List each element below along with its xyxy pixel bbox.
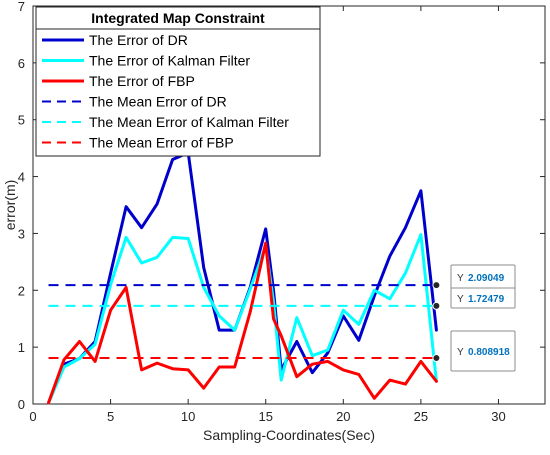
- y-tick-label: 4: [18, 170, 25, 185]
- x-tick-label: 5: [107, 409, 114, 424]
- legend-label: The Error of Kalman Filter: [89, 53, 250, 69]
- legend-label: The Mean Error of Kalman Filter: [89, 114, 289, 130]
- datatip-label: Y: [457, 294, 464, 305]
- datatip-label: Y: [457, 347, 464, 358]
- legend-entry[interactable]: The Mean Error of FBP: [42, 135, 234, 151]
- axes-box: [32, 5, 546, 405]
- legend-label: The Mean Error of DR: [89, 94, 227, 110]
- datatip-box: [450, 287, 516, 309]
- plot-series: [47, 151, 438, 405]
- series-line-1: [47, 233, 438, 405]
- x-tick-label: 25: [414, 409, 428, 424]
- datatip-value: 0.808918: [468, 347, 510, 358]
- legend-label: The Error of FBP: [89, 73, 195, 89]
- y-tick-label: 0: [18, 397, 25, 412]
- legend-entry[interactable]: The Mean Error of DR: [42, 94, 227, 110]
- legend-entry[interactable]: The Error of Kalman Filter: [42, 53, 250, 69]
- legend-title: Integrated Map Constraint: [91, 10, 265, 26]
- y-axis-label: error(m): [2, 180, 18, 231]
- y-tick-label: 6: [18, 56, 25, 71]
- y-tick-label: 2: [18, 283, 25, 298]
- legend[interactable]: Integrated Map Constraint The Error of DR…: [35, 6, 321, 157]
- legend-entry[interactable]: The Mean Error of Kalman Filter: [42, 114, 289, 130]
- y-tick-label: 7: [18, 0, 25, 14]
- datatip[interactable]: Y 0.808918: [432, 330, 516, 372]
- x-tick-label: 10: [181, 409, 195, 424]
- legend-entry[interactable]: The Error of FBP: [42, 73, 195, 89]
- legend-entry[interactable]: The Error of DR: [42, 32, 188, 48]
- datatip-value: 2.09049: [468, 273, 505, 284]
- y-tick-label: 5: [18, 113, 25, 128]
- datatip-box: [450, 330, 516, 372]
- datatip[interactable]: Y 2.09049: [432, 264, 516, 290]
- x-tick-label: 30: [491, 409, 505, 424]
- datatip-value: 1.72479: [468, 294, 505, 305]
- series-line-2: [47, 241, 438, 405]
- legend-label: The Mean Error of FBP: [89, 135, 234, 151]
- datatip-marker: [432, 301, 441, 310]
- x-tick-label: 20: [336, 409, 350, 424]
- x-tick-label: 0: [29, 409, 36, 424]
- datatip-marker: [432, 354, 441, 363]
- x-tick-label: 15: [258, 409, 272, 424]
- datatip[interactable]: Y 1.72479: [432, 287, 516, 310]
- x-axis-label: Sampling-Coordinates(Sec): [203, 427, 375, 443]
- datatips: Y 2.09049 Y 1.72479 Y 0.808918: [432, 264, 516, 372]
- y-tick-label: 3: [18, 226, 25, 241]
- datatip-label: Y: [457, 273, 464, 284]
- datatip-marker: [432, 281, 441, 290]
- y-tick-label: 1: [18, 340, 25, 355]
- legend-label: The Error of DR: [89, 32, 188, 48]
